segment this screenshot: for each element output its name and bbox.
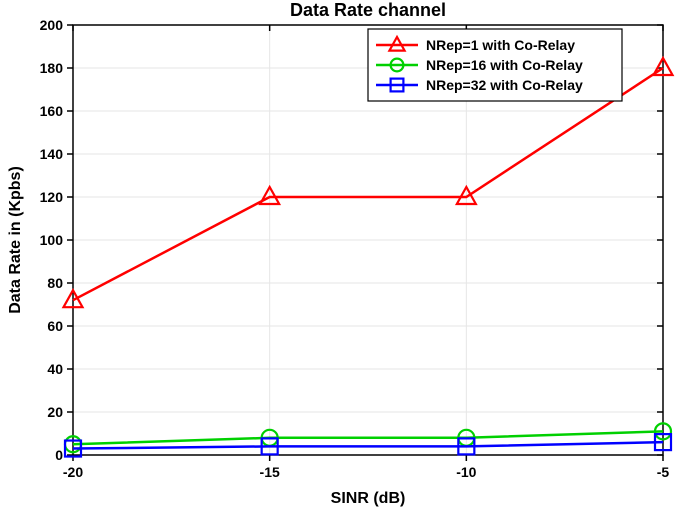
chart-container: -20 -15 -10 -5 0 20 40 60 80 100 120 140 160 180 200 Da…	[0, 0, 685, 510]
ytick-label: 180	[40, 60, 64, 76]
y-axis-label: Data Rate in (Kpbs)	[7, 166, 24, 314]
legend: NRep=1 with Co-Relay NRep=16 with Co-Rela…	[368, 29, 622, 101]
ytick-label: 20	[47, 404, 63, 420]
ytick-label: 80	[47, 275, 63, 291]
legend-label: NRep=16 with Co-Relay	[426, 57, 583, 73]
legend-label: NRep=1 with Co-Relay	[426, 37, 575, 53]
ytick-label: 60	[47, 318, 63, 334]
chart-title: Data Rate channel	[290, 0, 446, 20]
x-axis-label: SINR (dB)	[331, 490, 406, 507]
xtick-label: -20	[63, 464, 83, 480]
ytick-label: 40	[47, 361, 63, 377]
ytick-label: 200	[40, 17, 64, 33]
xtick-label: -15	[260, 464, 280, 480]
xtick-label: -5	[657, 464, 670, 480]
xtick-label: -10	[456, 464, 476, 480]
line-chart: -20 -15 -10 -5 0 20 40 60 80 100 120 140 160 180 200 Da…	[0, 0, 685, 510]
ytick-label: 160	[40, 103, 64, 119]
legend-label: NRep=32 with Co-Relay	[426, 77, 583, 93]
ytick-label: 100	[40, 232, 64, 248]
ytick-label: 120	[40, 189, 64, 205]
ytick-label: 0	[55, 447, 63, 463]
ytick-label: 140	[40, 146, 64, 162]
